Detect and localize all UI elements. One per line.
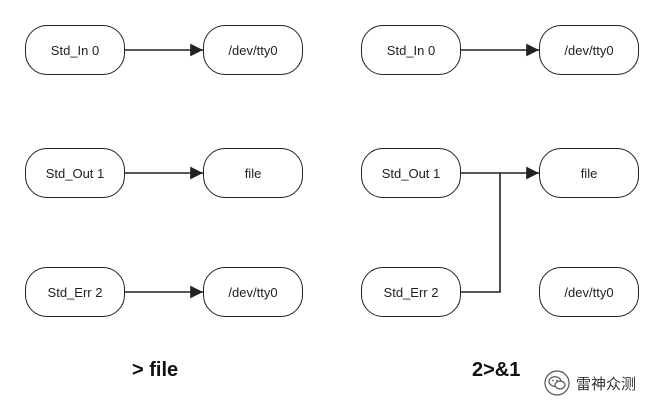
node-left-tty-in: /dev/tty0 <box>203 25 303 75</box>
node-right-tty-in: /dev/tty0 <box>539 25 639 75</box>
node-right-std-err: Std_Err 2 <box>361 267 461 317</box>
node-left-std-out: Std_Out 1 <box>25 148 125 198</box>
node-right-tty-err: /dev/tty0 <box>539 267 639 317</box>
watermark-text: 雷神众测 <box>576 375 637 393</box>
caption-left: > file <box>132 359 179 381</box>
wechat-icon <box>544 370 570 396</box>
node-left-std-err: Std_Err 2 <box>25 267 125 317</box>
node-right-std-out: Std_Out 1 <box>361 148 461 198</box>
caption-right: 2>&1 <box>472 359 521 381</box>
watermark: 雷神众测 <box>544 370 636 396</box>
node-right-file: file <box>539 148 639 198</box>
connector-right-stderr-to-file <box>461 173 501 293</box>
node-left-std-in: Std_In 0 <box>25 25 125 75</box>
node-right-std-in: Std_In 0 <box>361 25 461 75</box>
node-left-file: file <box>203 148 303 198</box>
node-left-tty-err: /dev/tty0 <box>203 267 303 317</box>
